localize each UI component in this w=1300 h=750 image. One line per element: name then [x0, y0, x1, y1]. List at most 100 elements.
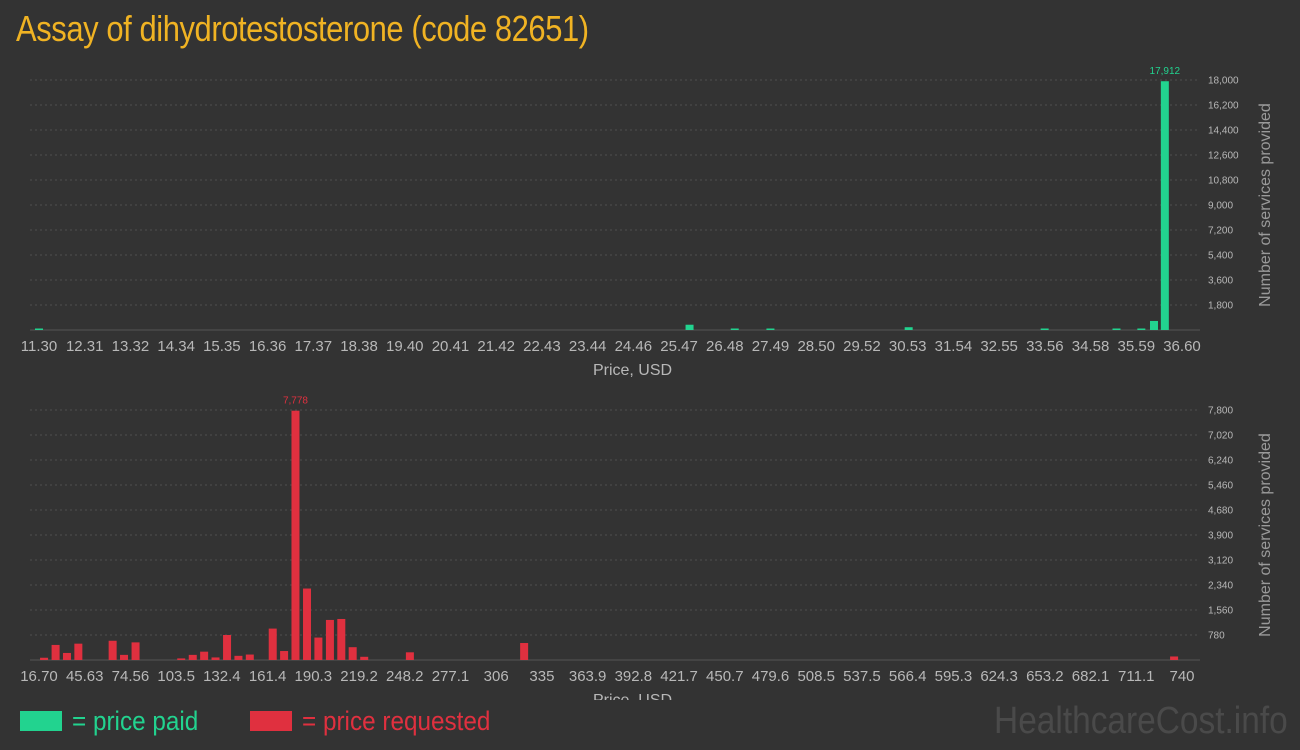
x-tick-label: 32.55	[980, 338, 1018, 355]
peak-value-label: 7,778	[283, 396, 308, 407]
bar	[1160, 81, 1169, 330]
x-tick-label: 19.40	[386, 338, 424, 355]
x-tick-label: 25.47	[660, 338, 698, 355]
x-tick-label: 508.5	[797, 668, 835, 685]
x-tick-label: 16.36	[249, 338, 287, 355]
bar	[280, 651, 289, 660]
x-tick-label: 14.34	[157, 338, 195, 355]
x-tick-label: 27.49	[752, 338, 790, 355]
x-tick-label: 363.9	[569, 668, 607, 685]
x-tick-label: 36.60	[1163, 338, 1201, 355]
x-tick-label: 33.56	[1026, 338, 1064, 355]
bar	[360, 656, 369, 660]
legend-paid: = price paid	[20, 704, 212, 738]
y-tick-label: 14,400	[1208, 126, 1239, 137]
x-tick-label: 161.4	[249, 668, 287, 685]
x-tick-label: 392.8	[615, 668, 653, 685]
x-tick-label: 45.63	[66, 668, 104, 685]
x-tick-label: 31.54	[935, 338, 973, 355]
bar	[35, 328, 43, 330]
x-tick-label: 566.4	[889, 668, 927, 685]
bar	[234, 655, 243, 660]
x-tick-label: 26.48	[706, 338, 744, 355]
bar	[1170, 656, 1179, 660]
y-tick-label: 4,680	[1208, 506, 1233, 517]
bar	[108, 640, 117, 660]
y-tick-label: 12,600	[1208, 151, 1239, 162]
y-tick-label: 10,800	[1208, 176, 1239, 187]
y-tick-label: 3,120	[1208, 556, 1233, 567]
x-tick-label: 595.3	[935, 668, 973, 685]
legend-paid-swatch	[20, 711, 62, 731]
bar	[405, 652, 414, 660]
y-tick-label: 7,200	[1208, 226, 1233, 237]
x-tick-label: 653.2	[1026, 668, 1064, 685]
x-tick-label: 30.53	[889, 338, 927, 355]
bar	[291, 410, 300, 660]
x-tick-label: 624.3	[980, 668, 1018, 685]
x-axis-label: Price, USD	[593, 692, 672, 700]
bar	[337, 618, 346, 660]
bar	[1112, 328, 1121, 330]
x-tick-label: 22.43	[523, 338, 561, 355]
x-tick-label: 740	[1169, 668, 1194, 685]
x-tick-label: 421.7	[660, 668, 698, 685]
bar	[40, 657, 49, 660]
x-tick-label: 17.37	[295, 338, 333, 355]
x-tick-label: 306	[484, 668, 509, 685]
y-tick-label: 2,340	[1208, 581, 1233, 592]
legend-requested-label: = price requested	[302, 705, 491, 736]
bar	[1137, 328, 1146, 330]
bar	[325, 619, 334, 660]
y-tick-label: 5,460	[1208, 481, 1233, 492]
bar	[188, 654, 197, 660]
y-tick-label: 7,800	[1208, 406, 1233, 417]
bar	[62, 652, 71, 660]
legend-requested: = price requested	[250, 704, 511, 738]
x-tick-label: 682.1	[1072, 668, 1110, 685]
x-tick-label: 11.30	[21, 338, 57, 355]
y-tick-label: 1,800	[1208, 301, 1233, 312]
bar	[730, 328, 739, 330]
x-tick-label: 711.1	[1118, 668, 1154, 685]
legend-paid-label: = price paid	[72, 705, 199, 736]
y-tick-label: 1,560	[1208, 606, 1233, 617]
bar	[131, 642, 140, 660]
x-tick-label: 132.4	[203, 668, 241, 685]
bar	[177, 658, 186, 660]
x-tick-label: 12.31	[66, 338, 104, 355]
bar	[1040, 328, 1049, 330]
bar	[303, 588, 312, 660]
x-tick-label: 16.70	[20, 668, 58, 685]
bar	[223, 635, 232, 660]
bar	[51, 644, 60, 660]
bar	[766, 328, 775, 330]
x-tick-label: 18.38	[340, 338, 378, 355]
bar	[1149, 320, 1158, 330]
x-tick-label: 74.56	[112, 668, 150, 685]
x-tick-label: 450.7	[706, 668, 744, 685]
x-tick-label: 277.1	[432, 668, 470, 685]
y-tick-label: 7,020	[1208, 431, 1233, 442]
x-tick-label: 219.2	[340, 668, 378, 685]
bar	[200, 651, 209, 660]
x-tick-label: 21.42	[477, 338, 515, 355]
charts-svg: 1,800 3,600 5,400 7,200 9,000 10,800 12,600 14,…	[20, 66, 1274, 700]
bar	[268, 628, 277, 660]
x-tick-label: 23.44	[569, 338, 607, 355]
bar	[120, 654, 129, 660]
x-tick-label: 537.5	[843, 668, 881, 685]
x-tick-label: 103.5	[157, 668, 195, 685]
bar	[520, 643, 529, 660]
bar	[314, 637, 323, 660]
bar	[685, 324, 694, 330]
x-tick-label: 20.41	[432, 338, 470, 355]
x-tick-label: 34.58	[1072, 338, 1110, 355]
y-tick-label: 780	[1208, 631, 1225, 642]
x-axis-label: Price, USD	[593, 362, 672, 379]
bar	[348, 647, 357, 660]
x-tick-label: 13.32	[112, 338, 150, 355]
x-tick-label: 35.59	[1118, 338, 1156, 355]
y-axis-label: Number of services provided	[1257, 433, 1274, 637]
chart-title: Assay of dihydrotestosterone (code 82651…	[16, 8, 589, 49]
